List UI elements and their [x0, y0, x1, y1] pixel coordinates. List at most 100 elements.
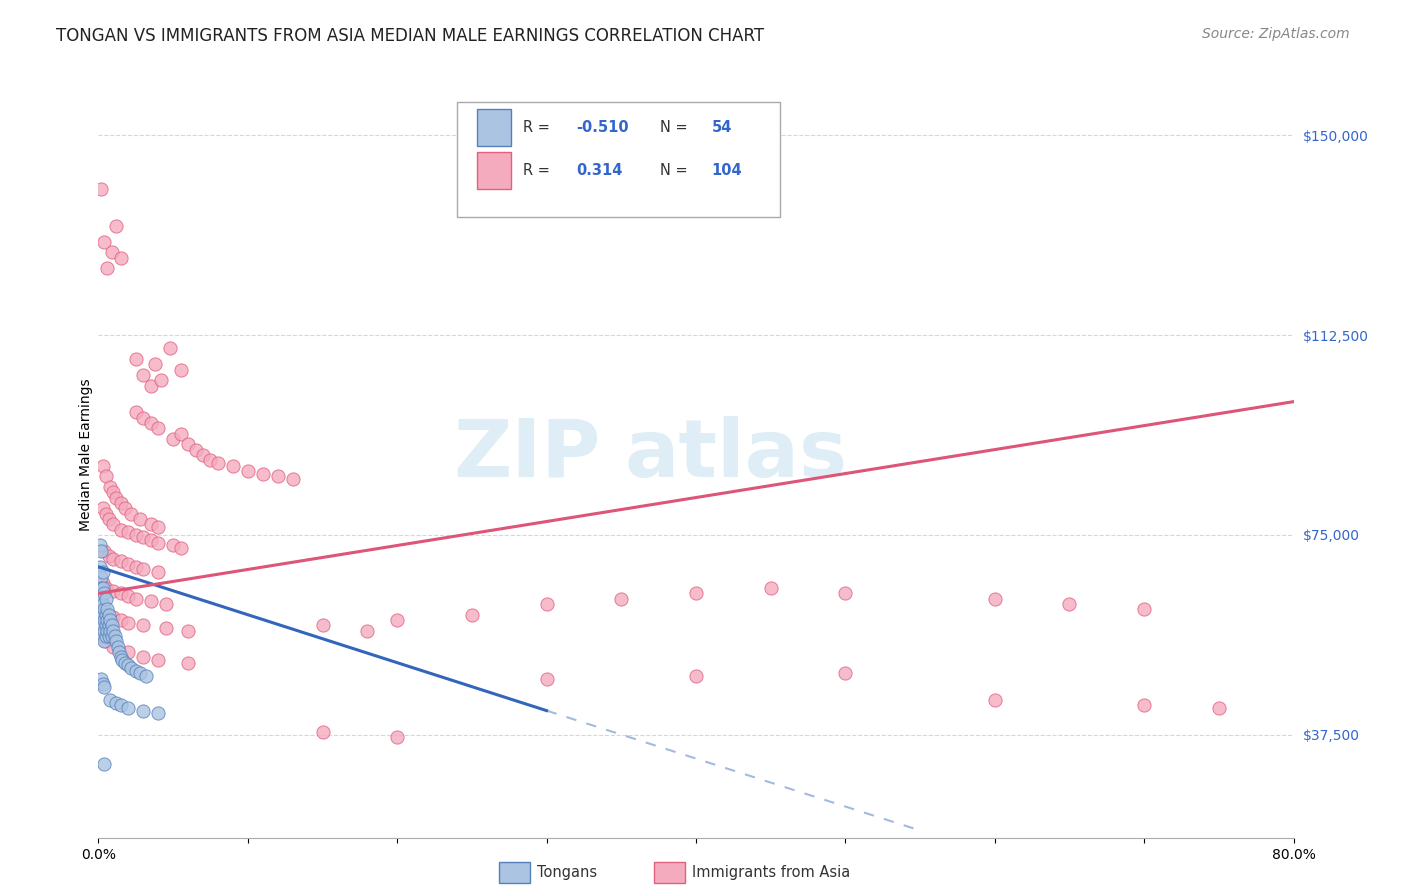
- Point: [177, 656, 200, 670]
- Point: [162, 432, 184, 446]
- Point: [97, 549, 120, 563]
- Point: [101, 629, 124, 643]
- Point: [191, 448, 214, 462]
- Point: [90, 607, 112, 622]
- Point: [1133, 698, 1156, 713]
- Point: [117, 557, 139, 571]
- Point: [103, 551, 125, 566]
- Point: [125, 405, 148, 419]
- Point: [97, 607, 120, 622]
- Point: [139, 594, 162, 608]
- Point: [135, 669, 157, 683]
- Point: [139, 378, 162, 392]
- FancyBboxPatch shape: [477, 152, 510, 189]
- Point: [132, 562, 155, 576]
- Point: [252, 467, 274, 481]
- Point: [105, 491, 128, 505]
- Point: [93, 756, 115, 771]
- Point: [105, 696, 128, 710]
- Point: [105, 634, 128, 648]
- Point: [150, 373, 173, 387]
- Point: [155, 597, 177, 611]
- Point: [98, 693, 122, 707]
- Point: [104, 629, 127, 643]
- Point: [125, 351, 148, 366]
- Point: [169, 426, 191, 441]
- Point: [117, 701, 139, 715]
- Point: [461, 607, 484, 622]
- Text: Tongans: Tongans: [537, 865, 598, 880]
- Point: [91, 458, 114, 473]
- Point: [132, 618, 155, 632]
- Point: [385, 731, 409, 745]
- FancyBboxPatch shape: [457, 102, 780, 217]
- Point: [148, 706, 170, 721]
- Point: [139, 533, 162, 548]
- Point: [148, 565, 170, 579]
- Text: 0.314: 0.314: [576, 163, 623, 178]
- Text: ZIP: ZIP: [453, 416, 600, 494]
- Point: [148, 536, 170, 550]
- Point: [103, 517, 125, 532]
- Point: [94, 618, 117, 632]
- Point: [90, 181, 112, 195]
- Point: [93, 624, 115, 638]
- Point: [110, 613, 132, 627]
- Point: [1059, 597, 1081, 611]
- Point: [117, 525, 139, 540]
- Point: [91, 597, 114, 611]
- Y-axis label: Median Male Earnings: Median Male Earnings: [79, 378, 93, 532]
- Point: [117, 589, 139, 603]
- Point: [89, 539, 111, 553]
- Point: [132, 368, 155, 382]
- Point: [132, 650, 155, 665]
- Point: [114, 501, 136, 516]
- Point: [129, 666, 152, 681]
- Point: [91, 629, 114, 643]
- Point: [91, 501, 114, 516]
- Point: [169, 541, 191, 556]
- Point: [984, 693, 1007, 707]
- Point: [91, 677, 114, 691]
- Point: [96, 602, 118, 616]
- Text: 54: 54: [711, 120, 733, 135]
- Point: [184, 442, 207, 457]
- Point: [110, 496, 132, 510]
- FancyBboxPatch shape: [477, 109, 510, 145]
- Text: N =: N =: [661, 163, 688, 178]
- Point: [110, 650, 132, 665]
- Point: [117, 615, 139, 630]
- Point: [159, 342, 181, 356]
- Point: [1133, 602, 1156, 616]
- Point: [117, 658, 139, 673]
- Text: -0.510: -0.510: [576, 120, 628, 135]
- Point: [984, 591, 1007, 606]
- Point: [117, 645, 139, 659]
- Point: [96, 613, 118, 627]
- Point: [93, 680, 115, 694]
- Point: [236, 464, 259, 478]
- Point: [101, 618, 124, 632]
- Point: [120, 507, 142, 521]
- Point: [311, 618, 333, 632]
- Point: [93, 543, 115, 558]
- Point: [93, 634, 115, 648]
- Point: [94, 469, 117, 483]
- Point: [97, 629, 120, 643]
- Point: [103, 640, 125, 654]
- Point: [311, 725, 333, 739]
- Text: Source: ZipAtlas.com: Source: ZipAtlas.com: [1202, 27, 1350, 41]
- Point: [110, 586, 132, 600]
- Point: [94, 507, 117, 521]
- Point: [177, 624, 200, 638]
- Point: [91, 618, 114, 632]
- Point: [834, 666, 856, 681]
- Point: [90, 570, 112, 584]
- Text: R =: R =: [523, 120, 550, 135]
- Point: [1208, 701, 1230, 715]
- Point: [120, 661, 142, 675]
- Point: [94, 591, 117, 606]
- Text: TONGAN VS IMMIGRANTS FROM ASIA MEDIAN MALE EARNINGS CORRELATION CHART: TONGAN VS IMMIGRANTS FROM ASIA MEDIAN MA…: [56, 27, 765, 45]
- Point: [129, 512, 152, 526]
- Point: [536, 672, 558, 686]
